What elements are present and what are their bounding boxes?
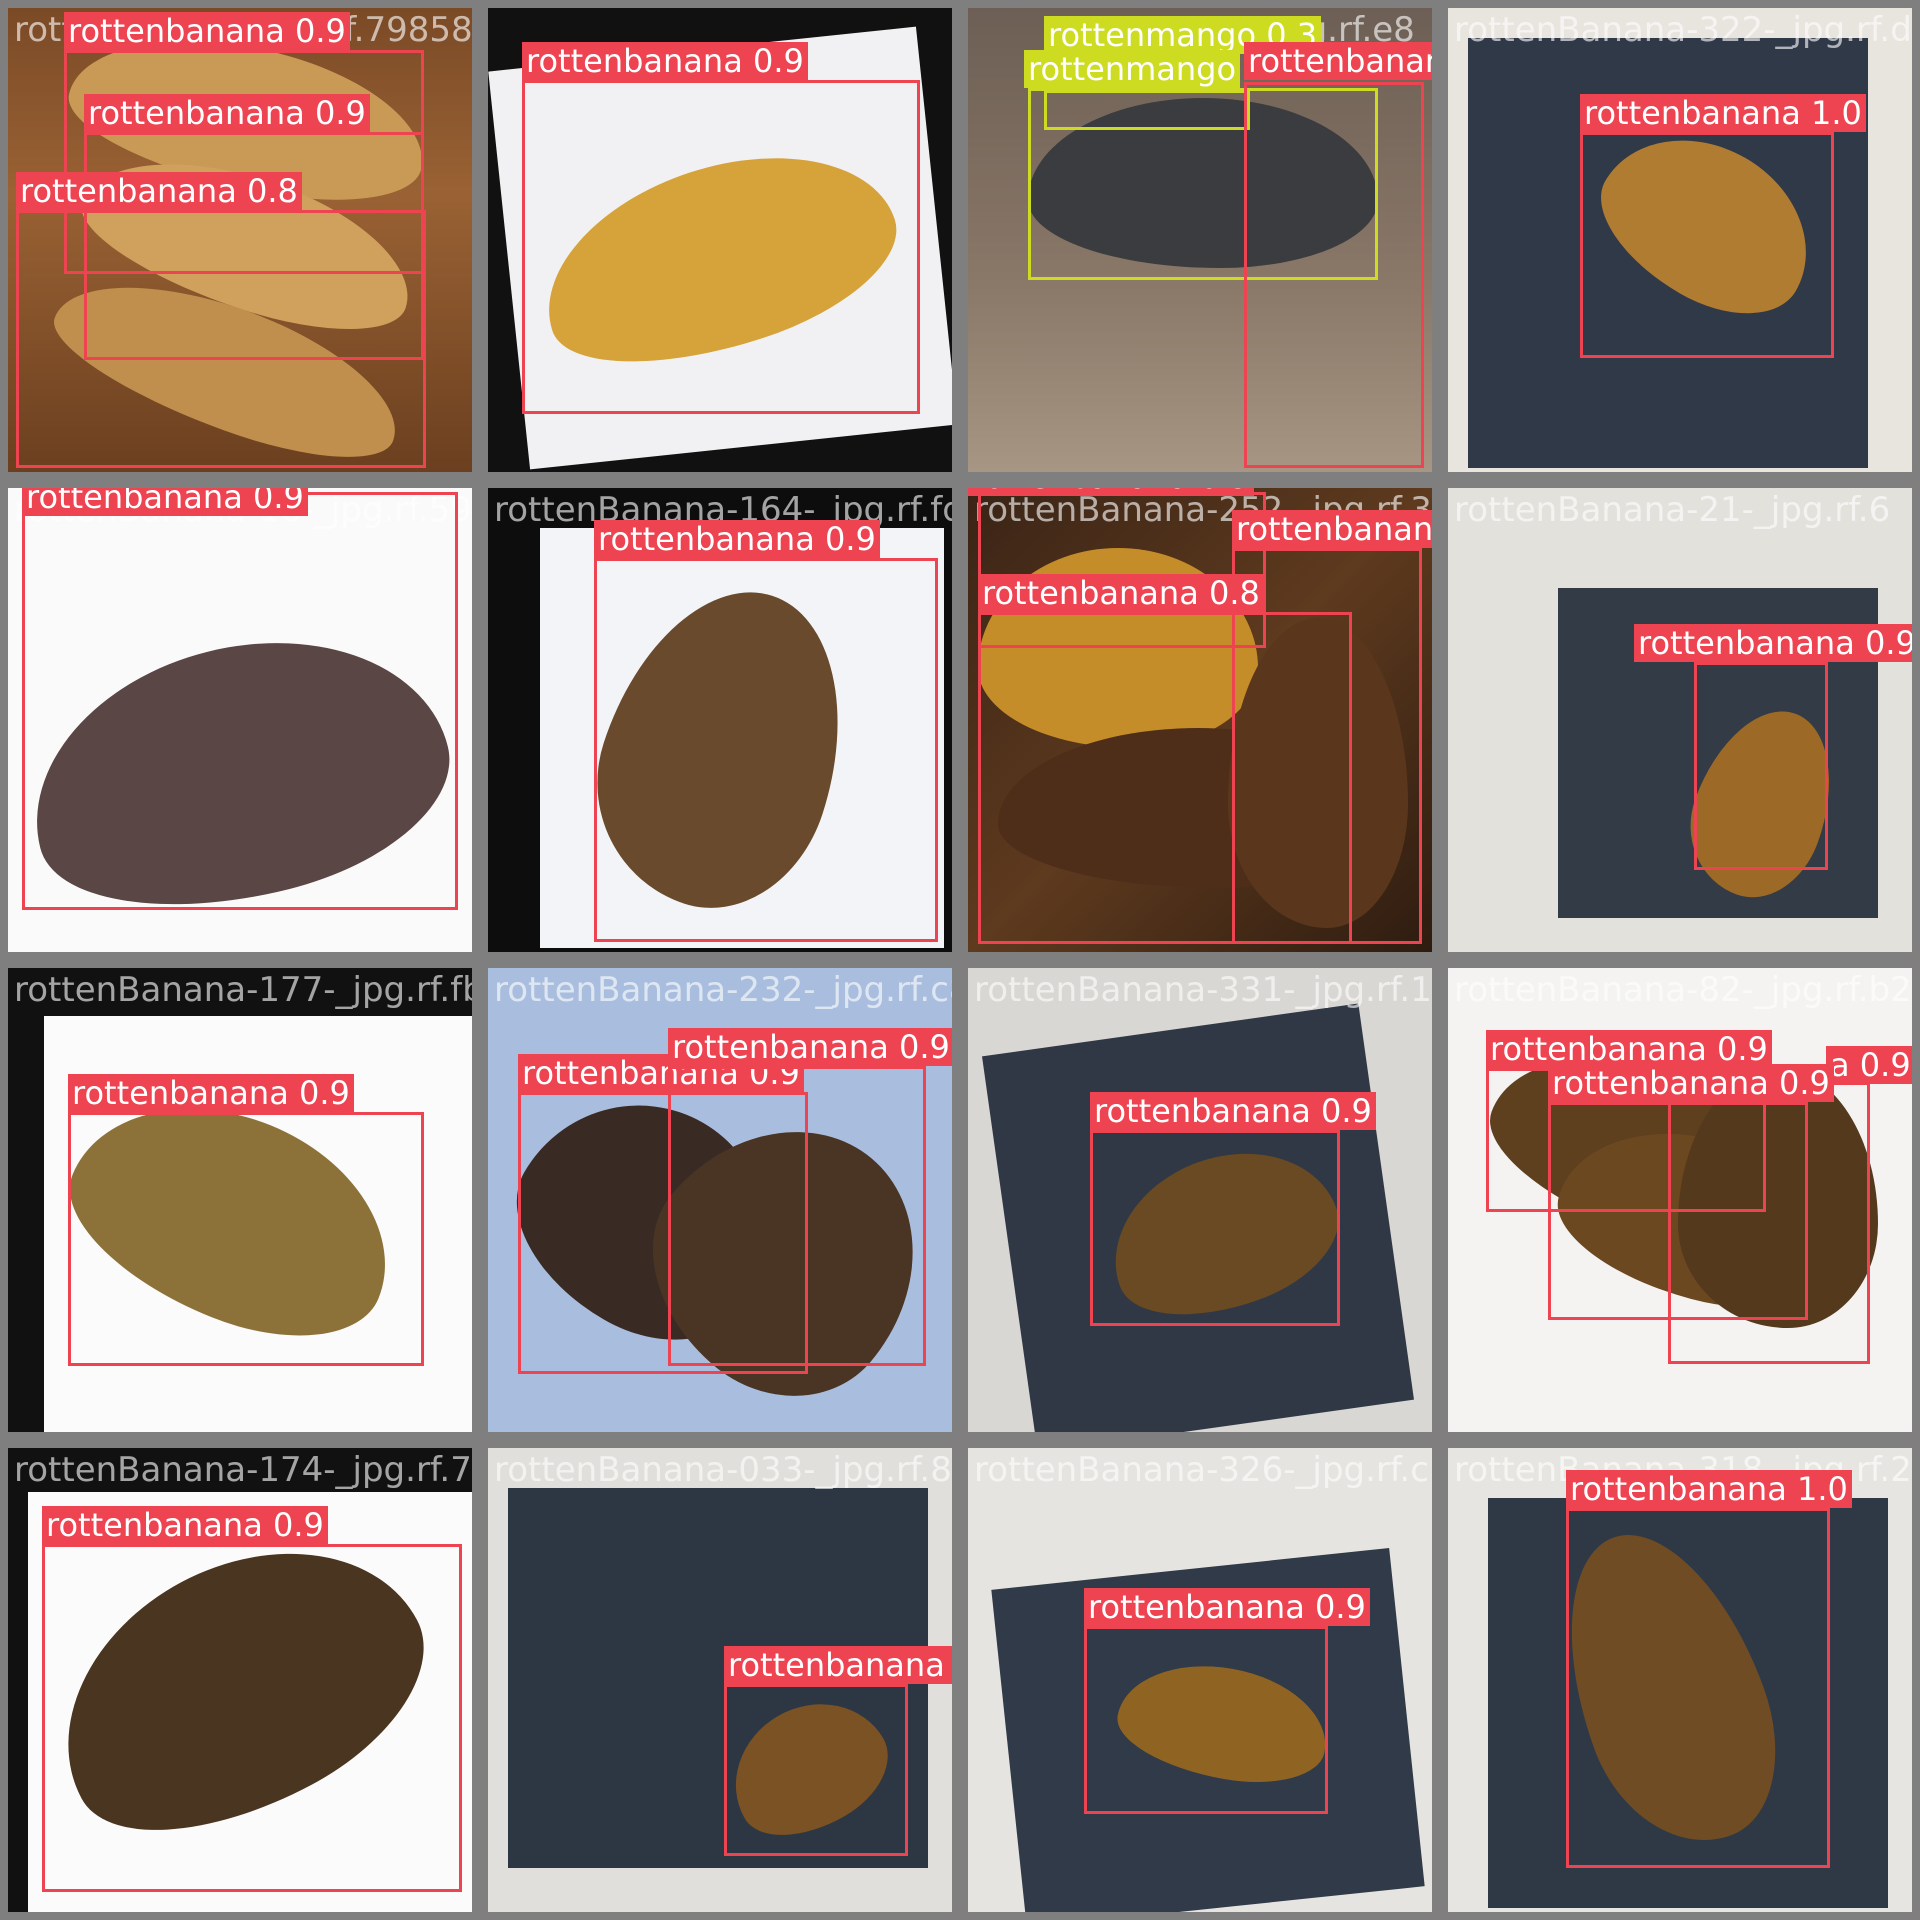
tile-1-box-3	[16, 210, 426, 468]
tile-13: rottenBanana-174-_jpg.rf.79 rottenbanana…	[8, 1448, 472, 1912]
tile-2-box-1	[522, 80, 920, 414]
tile-3-fruit	[1028, 98, 1378, 268]
tile-10-box-1	[518, 1092, 808, 1374]
tile-8: rottenBanana-21-_jpg.rf.6 rottenbanana 0…	[1448, 488, 1912, 952]
tile-10-label-2: rottenbanana 0.9	[668, 1028, 952, 1066]
tile-2-label-1: rottenbanana 0.9	[522, 42, 808, 80]
tile-8-label-1: rottenbanana 0.9	[1634, 624, 1912, 662]
tile-13-box-1	[42, 1544, 462, 1892]
tile-3-box-1	[1044, 90, 1250, 130]
tile-13-label-1: rottenbanana 0.9	[42, 1506, 328, 1544]
tile-12-label-2: rottenbanana 0.9	[1548, 1064, 1834, 1102]
tile-2: rottenbanana 0.9	[488, 8, 952, 472]
tile-7-label-2: rottenbanana 0.9	[1232, 510, 1432, 548]
tile-7-label-3: rottenbanana 0.8	[978, 574, 1264, 612]
tile-11-box-1	[1090, 1130, 1340, 1326]
tile-6-label-1: rottenbanana 0.9	[594, 520, 880, 558]
tile-15: rottenBanana-326-_jpg.rf.cb rottenbanana…	[968, 1448, 1432, 1912]
tile-14-label-1: rottenbanana 0.9	[724, 1646, 952, 1684]
tile-6: rottenBanana-164-_jpg.rf.fd4 rottenbanan…	[488, 488, 952, 952]
tile-1-label-3: rottenbanana 0.8	[16, 172, 302, 210]
tile-12-label-3: a 0.9	[1826, 1046, 1912, 1084]
tile-5-box-1	[22, 492, 458, 910]
tile-11: rottenBanana-331-_jpg.rf.17 rottenbanana…	[968, 968, 1432, 1432]
tile-16-box-1	[1566, 1508, 1830, 1868]
tile-12-label-1: rottenbanana 0.9	[1486, 1030, 1772, 1068]
tile-7-box-3	[978, 612, 1352, 944]
tile-12-box-2	[1548, 1102, 1808, 1320]
tile-5: rottenBanana-16-_jpg.rf.590 rottenbanana…	[8, 488, 472, 952]
tile-10: rottenBanana-232-_jpg.rf.c8 rottenbanana…	[488, 968, 952, 1432]
tile-4-label-1: rottenbanana 1.0	[1580, 94, 1866, 132]
tile-3-box-3	[1244, 82, 1424, 468]
tile-3-label-3: rottenbanana 0.3	[1244, 42, 1432, 80]
tile-14: rottenBanana-033-_jpg.rf.8c rottenbanana…	[488, 1448, 952, 1912]
tile-4-box-1	[1580, 132, 1834, 358]
tile-4: rottenBanana-322-_jpg.rf.d9 rottenbanana…	[1448, 8, 1912, 472]
tile-3: pg.rf.e8 rottenmango 0.3 rottenmango rot…	[968, 8, 1432, 472]
tile-1: rottBanana-6-_jpg.rf.798583401ef12 70-_j…	[8, 8, 472, 472]
tile-15-box-1	[1084, 1626, 1328, 1814]
tile-1-box-2	[84, 132, 424, 360]
tile-16-label-1: rottenbanana 1.0	[1566, 1470, 1852, 1508]
tile-1-label-1: rottenbanana 0.9	[64, 12, 350, 50]
tile-9: rottenBanana-177-_jpg.rf.fb6 rottenbanan…	[8, 968, 472, 1432]
tile-11-label-1: rottenbanana 0.9	[1090, 1092, 1376, 1130]
tile-7: rottenBanana-252-_jpg.rf.35 rottenbanana…	[968, 488, 1432, 952]
tile-6-box-1	[594, 558, 938, 942]
tile-9-label-1: rottenbanana 0.9	[68, 1074, 354, 1112]
tile-5-label-1: rottenbanana 0.9	[22, 488, 308, 516]
tile-16: rottenBanana-318-_jpg.rf.2e rottenbanana…	[1448, 1448, 1912, 1912]
tile-8-box-1	[1694, 662, 1828, 870]
tile-3-box-2	[1028, 88, 1378, 280]
tile-7-banana-3	[1228, 618, 1408, 928]
tile-9-box-1	[68, 1112, 424, 1366]
tile-1-label-2: rottenbanana 0.9	[84, 94, 370, 132]
tile-14-box-1	[724, 1684, 908, 1856]
tile-15-label-1: rottenbanana 0.9	[1084, 1588, 1370, 1626]
tile-12-banana-3	[1678, 1068, 1878, 1328]
tile-3-label-2: rottenmango	[1024, 50, 1241, 88]
tile-7-label-1: rottenbanana 0.9	[968, 488, 1254, 496]
tile-10-box-2	[668, 1066, 926, 1366]
tile-12: rottenBanana-82-_jpg.rf.b27 rottenbanana…	[1448, 968, 1912, 1432]
